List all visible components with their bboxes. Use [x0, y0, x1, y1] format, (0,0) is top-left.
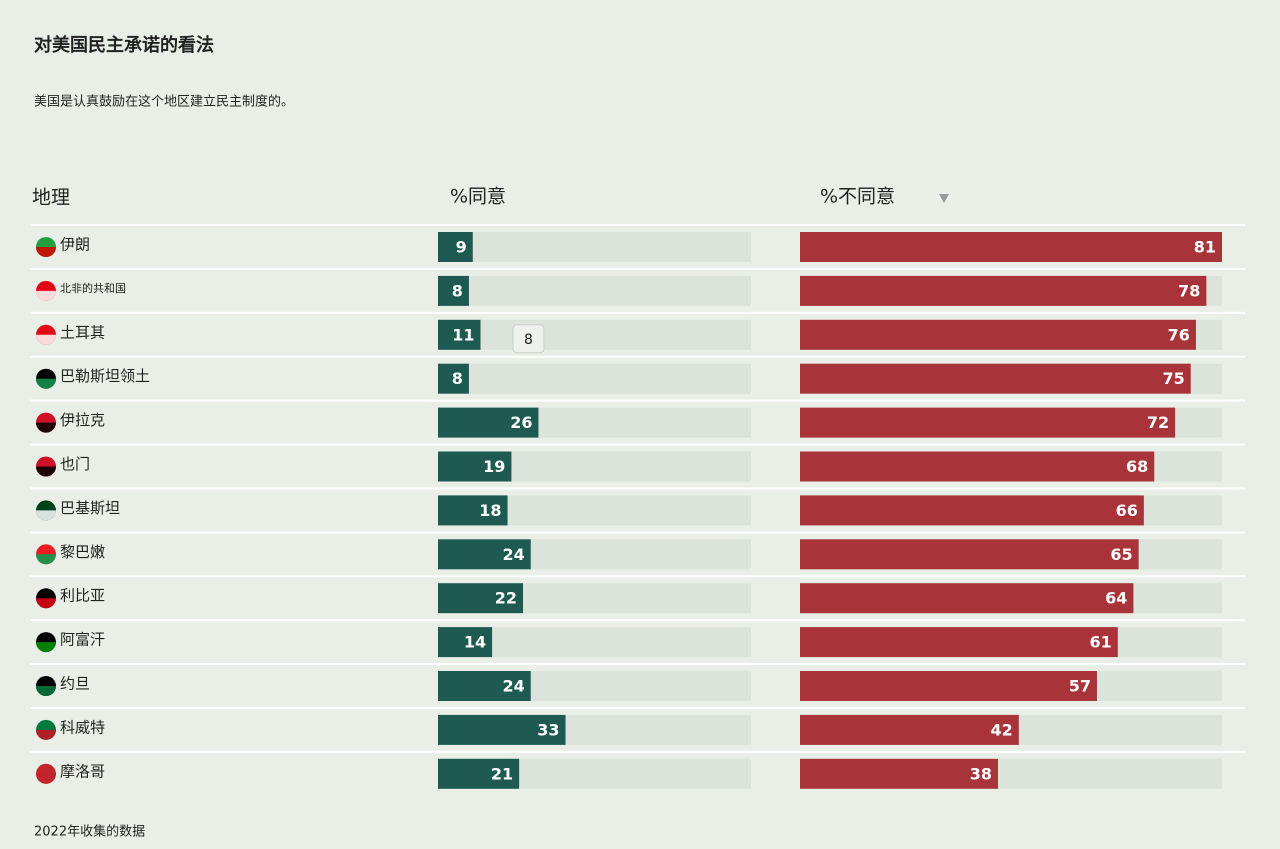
bar — [800, 671, 1097, 701]
bar — [438, 232, 473, 262]
bar — [438, 627, 493, 658]
flag-icon — [36, 378, 56, 389]
footnote: 2022年收集的数据 — [34, 824, 145, 840]
country-label: 巴勒斯坦领土 — [60, 367, 150, 385]
flag-icon — [36, 729, 56, 740]
bar — [438, 319, 481, 350]
value-label: 14 — [464, 633, 486, 652]
tooltip: 8 — [524, 332, 533, 348]
column-header: 地理 — [32, 187, 70, 209]
bar-track — [438, 232, 751, 262]
bar — [438, 758, 520, 789]
value-label: 21 — [491, 764, 513, 783]
country-label: 土耳其 — [60, 323, 105, 341]
bar — [800, 275, 1207, 306]
flag-icon — [36, 247, 56, 257]
value-label: 57 — [1069, 677, 1091, 696]
bar — [800, 319, 1196, 350]
value-label: 11 — [452, 325, 474, 344]
value-label: 72 — [1147, 413, 1169, 432]
tooltip-box — [512, 324, 545, 354]
bar-track — [438, 363, 751, 394]
flag-icon — [36, 334, 56, 345]
value-label: 22 — [495, 589, 517, 608]
country-label: 黎巴嫩 — [60, 543, 105, 561]
bar — [438, 495, 508, 526]
value-label: 42 — [991, 720, 1013, 739]
value-label: 26 — [510, 413, 532, 432]
bar — [438, 583, 524, 614]
bar — [800, 758, 998, 789]
country-label: 科威特 — [60, 718, 105, 736]
value-label: 81 — [1194, 238, 1216, 257]
flag-icon — [36, 290, 56, 301]
value-label: 19 — [483, 457, 505, 476]
subtitle: 美国是认真鼓励在这个地区建立民主制度的。 — [34, 94, 294, 110]
value-label: 76 — [1168, 325, 1190, 344]
flag-icon — [36, 554, 56, 565]
value-label: 61 — [1090, 633, 1112, 652]
bar-track — [438, 275, 751, 306]
value-label: 24 — [502, 677, 524, 696]
bar — [800, 583, 1134, 614]
value-label: 68 — [1126, 457, 1148, 476]
country-label: 巴基斯坦 — [60, 499, 120, 517]
value-label: 9 — [456, 238, 467, 257]
value-label: 8 — [452, 281, 463, 300]
country-label: 伊拉克 — [60, 411, 105, 429]
bar — [438, 714, 566, 745]
flag-icon — [36, 598, 56, 609]
value-label: 8 — [452, 369, 463, 388]
value-label: 75 — [1162, 369, 1184, 388]
country-label: 伊朗 — [60, 236, 90, 254]
country-label: 约旦 — [60, 675, 90, 693]
value-label: 64 — [1105, 589, 1127, 608]
bar — [800, 627, 1118, 658]
flag-icon — [36, 510, 56, 521]
value-label: 65 — [1110, 545, 1132, 564]
column-header: %同意 — [450, 186, 506, 208]
chart-title: 对美国民主承诺的看法 — [34, 34, 214, 56]
bar — [438, 451, 512, 482]
flag-icon — [36, 773, 56, 784]
bar — [438, 363, 469, 394]
bar — [438, 671, 531, 701]
country-label: 阿富汗 — [60, 631, 105, 649]
bar — [800, 407, 1176, 438]
bar — [800, 232, 1222, 262]
flag-icon — [36, 466, 56, 477]
value-label: 18 — [479, 501, 501, 520]
flag-icon — [36, 686, 56, 696]
bar — [800, 714, 1019, 745]
value-label: 66 — [1116, 501, 1138, 520]
bar-track — [438, 319, 751, 350]
sort-icon[interactable] — [939, 194, 949, 203]
bar — [438, 407, 539, 438]
column-header: %不同意 — [820, 186, 895, 208]
bar — [800, 539, 1139, 570]
bar — [438, 539, 531, 570]
country-label: 利比亚 — [60, 587, 105, 605]
bar — [800, 363, 1191, 394]
bar — [800, 451, 1155, 482]
bar — [438, 275, 469, 306]
value-label: 38 — [970, 764, 992, 783]
value-label: 24 — [502, 545, 524, 564]
country-label: 也门 — [60, 455, 90, 473]
value-label: 33 — [537, 720, 559, 739]
bar — [800, 495, 1144, 526]
flag-icon — [36, 642, 56, 653]
country-label: 摩洛哥 — [60, 762, 105, 780]
country-label: 北非的共和国 — [60, 281, 126, 295]
flag-icon — [36, 422, 56, 433]
value-label: 78 — [1178, 281, 1200, 300]
